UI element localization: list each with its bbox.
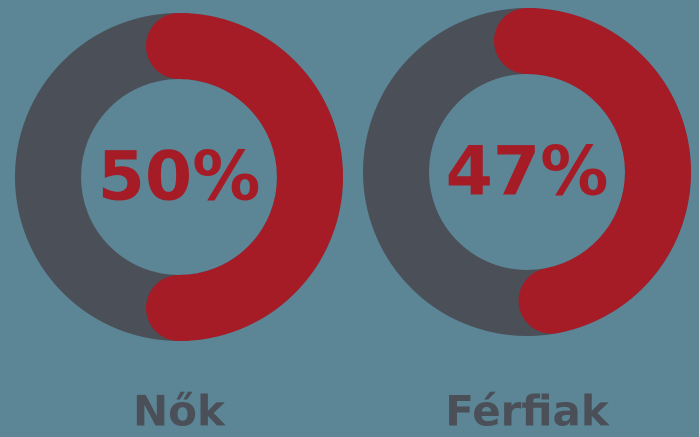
- category-label: Férfiak: [445, 387, 610, 436]
- value-label: 50%: [98, 138, 261, 217]
- donut-arc: [494, 8, 691, 334]
- donut-arc: [146, 13, 343, 341]
- category-label: Nők: [133, 387, 226, 436]
- value-label: 47%: [446, 133, 609, 212]
